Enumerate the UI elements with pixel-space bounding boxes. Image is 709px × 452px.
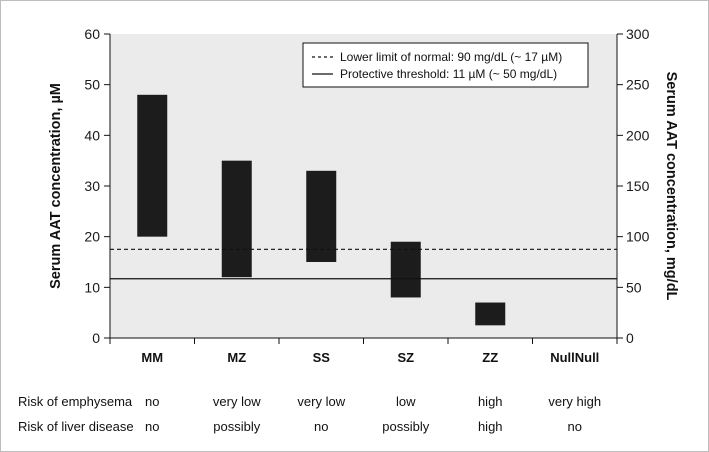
right-tick-label: 250 [626, 77, 650, 93]
risk-cell: no [568, 419, 582, 434]
left-tick-label: 40 [84, 127, 100, 143]
left-tick-label: 20 [84, 229, 100, 245]
risk-cell: possibly [382, 419, 429, 434]
bar-zz [475, 302, 506, 326]
risk-row-label: Risk of emphysema [18, 394, 133, 409]
right-axis-title: Serum AAT concentration, mg/dL [663, 72, 679, 301]
bar-mm [137, 94, 168, 237]
left-tick-label: 50 [84, 77, 100, 93]
right-ticks: 0 50 100 150 200 250 300 [617, 26, 650, 346]
bars-layer [137, 94, 506, 326]
category-label-nullnull: NullNull [550, 350, 599, 365]
reference-lines [110, 248, 617, 280]
risk-cell: low [396, 394, 416, 409]
risk-cell: high [478, 419, 503, 434]
legend-label-lower-limit: Lower limit of normal: 90 mg/dL (~ 17 µM… [340, 50, 562, 64]
risk-cell: no [314, 419, 328, 434]
left-axis-title: Serum AAT concentration, µM [48, 83, 64, 289]
left-tick-label: 10 [84, 279, 100, 295]
right-tick-label: 0 [626, 330, 634, 346]
risk-cell: very low [213, 394, 261, 409]
left-tick-label: 0 [92, 330, 100, 346]
category-label-mz: MZ [227, 350, 246, 365]
category-label-zz: ZZ [482, 350, 498, 365]
right-tick-label: 150 [626, 178, 650, 194]
right-tick-label: 300 [626, 26, 650, 42]
risk-cell: possibly [213, 419, 260, 434]
risk-cell: very high [548, 394, 601, 409]
x-ticks [109, 338, 618, 344]
bar-sz [390, 241, 421, 298]
left-ticks: 0 10 20 30 40 50 60 [84, 26, 110, 346]
bar-ss [306, 170, 337, 262]
risk-table: Risk of emphysema no very low very low low hi… [18, 394, 601, 434]
legend: Lower limit of normal: 90 mg/dL (~ 17 µM… [302, 42, 589, 88]
right-tick-label: 200 [626, 127, 650, 143]
category-label-ss: SS [313, 350, 331, 365]
category-label-mm: MM [141, 350, 163, 365]
risk-cell: high [478, 394, 503, 409]
risk-cell: no [145, 394, 159, 409]
bar-mz [221, 160, 252, 278]
risk-cell: very low [297, 394, 345, 409]
left-tick-label: 60 [84, 26, 100, 42]
legend-box [302, 42, 589, 88]
legend-label-protective: Protective threshold: 11 µM (~ 50 mg/dL) [340, 67, 557, 81]
category-label-sz: SZ [397, 350, 414, 365]
risk-row-label: Risk of liver disease [18, 419, 134, 434]
category-labels: MM MZ SS SZ ZZ NullNull [141, 350, 599, 365]
left-tick-label: 30 [84, 178, 100, 194]
right-tick-label: 50 [626, 279, 642, 295]
right-tick-label: 100 [626, 229, 650, 245]
risk-cell: no [145, 419, 159, 434]
